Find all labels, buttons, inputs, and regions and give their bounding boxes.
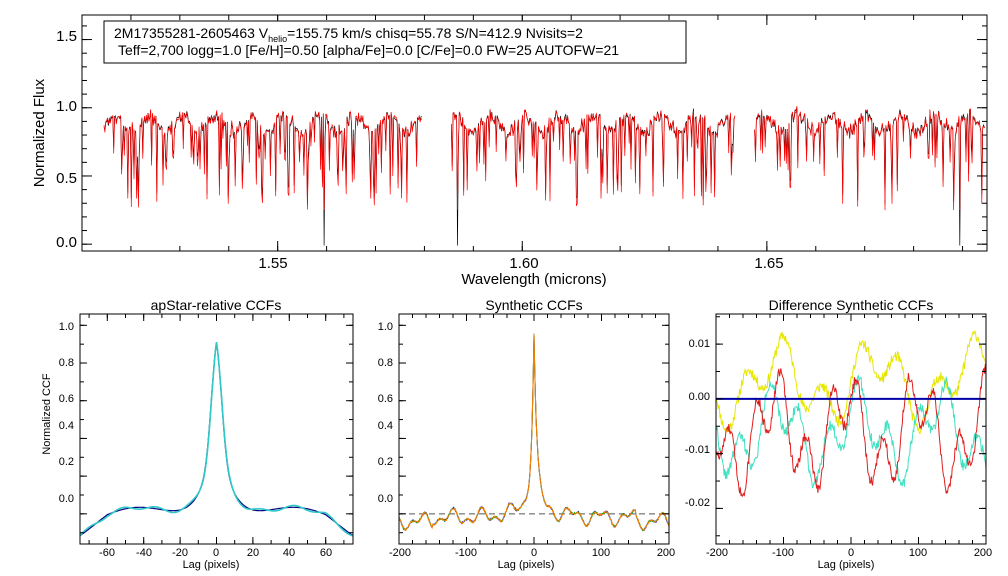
- ccf1-x-tick-label: 60: [320, 547, 332, 559]
- ccf2-synthetic1-line: [398, 333, 670, 532]
- spectrum-y-axis-label: Normalized Flux: [31, 78, 48, 187]
- spectrum-panel: 0.0 0.5 1.0 1.5 1.55 1.60 1.65 Wavelengt…: [31, 14, 988, 288]
- spectrum-y-tick-label: 1.0: [56, 98, 77, 115]
- ccf3-x-tick-label: 0: [848, 547, 854, 559]
- ccf3-x-tick-label: -200: [706, 547, 728, 559]
- ccf2-y-tick-label: 0.4: [378, 420, 393, 432]
- ccf1-ticks: [80, 314, 353, 544]
- ccf1-x-axis-label: Lag (pixels): [183, 559, 240, 571]
- spectrum-x-tick-label: 1.55: [258, 255, 287, 272]
- ccf1-visit2-line: [79, 342, 354, 537]
- ccf3-title: Difference Synthetic CCFs: [769, 297, 934, 313]
- ccf3-x-tick-label: 100: [909, 547, 927, 559]
- spectrum-series-group: [103, 105, 985, 246]
- spectrum-model-line: [103, 109, 423, 211]
- ccf2-x-tick-labels: -200 -100 0 100 200: [389, 547, 675, 559]
- ccf1-y-tick-label: 0.2: [59, 456, 74, 468]
- ccf2-y-tick-label: 1.0: [378, 321, 393, 333]
- title-star-and-vhelio: 2M17355281-2605463 V: [114, 25, 269, 41]
- ccf2-y-tick-label: 0.2: [378, 456, 393, 468]
- title-fit-stats: =155.75 km/s chisq=55.78 S/N=412.9 Nvisi…: [287, 25, 583, 41]
- ccf3-series-group: [715, 330, 987, 498]
- ccf2-y-tick-label: 0.6: [378, 393, 393, 405]
- spectrum-y-tick-label: 0.0: [56, 234, 77, 251]
- spectrum-x-tick-label: 1.60: [509, 255, 538, 272]
- ccf2-title: Synthetic CCFs: [485, 297, 582, 313]
- ccf3-x-tick-label: -100: [772, 547, 794, 559]
- spectrum-y-tick-label: 1.5: [56, 28, 77, 45]
- ccf2-series-group: [398, 333, 670, 532]
- ccf2-x-tick-label: -100: [455, 547, 477, 559]
- ccf1-y-tick-label: 0.0: [59, 493, 74, 505]
- spectrum-plot-frame: [81, 14, 988, 252]
- ccf1-y-tick-label: 0.8: [59, 357, 74, 369]
- spectrum-y-tick-labels: 0.0 0.5 1.0 1.5: [56, 28, 77, 251]
- ccf3-plot-frame: [715, 313, 987, 545]
- ccf1-y-tick-label: 0.6: [59, 393, 74, 405]
- spectrum-title-line1: 2M17355281-2605463 Vhelio=155.75 km/s ch…: [114, 25, 583, 44]
- spectrum-legend: 2M17355281-2605463 Vhelio=155.75 km/s ch…: [103, 20, 687, 64]
- ccf3-yellow-line: [715, 330, 987, 435]
- ccf1-x-tick-label: 0: [213, 547, 219, 559]
- ccf1-y-tick-label: 1.0: [59, 321, 74, 333]
- ccf2-x-tick-label: 0: [531, 547, 537, 559]
- ccf3-x-tick-label: 200: [974, 547, 992, 559]
- ccf1-visit1-line: [79, 342, 354, 537]
- spectrum-title-line2: Teff=2,700 logg=1.0 [Fe/H]=0.50 [alpha/F…: [118, 42, 619, 58]
- ccf3-panel: Difference Synthetic CCFs 0.01 0.00 -0.0…: [685, 297, 992, 571]
- ccf1-title: apStar-relative CCFs: [151, 297, 282, 313]
- ccf1-panel: apStar-relative CCFs 0.0 0.2 0.4 0.6 0.8…: [41, 297, 354, 571]
- title-vhelio-subscript: helio: [268, 34, 287, 44]
- ccf3-y-tick-label: -0.01: [685, 444, 710, 456]
- ccf3-y-tick-labels: 0.01 0.00 -0.01 -0.02: [685, 338, 710, 509]
- ccf1-x-tick-label: -60: [99, 547, 115, 559]
- ccf3-ticks: [715, 314, 987, 544]
- ccf1-x-tick-label: 40: [283, 547, 295, 559]
- ccf3-y-tick-label: -0.02: [685, 497, 710, 509]
- ccf1-y-tick-labels: 0.0 0.2 0.4 0.6 0.8 1.0: [59, 321, 74, 505]
- ccf3-x-tick-labels: -200 -100 0 100 200: [706, 547, 992, 559]
- ccf3-red-line: [715, 364, 987, 498]
- ccf2-y-tick-label: 0.0: [378, 493, 393, 505]
- ccf1-y-axis-label: Normalized CCF: [41, 373, 53, 455]
- ccf3-y-tick-label: 0.01: [689, 338, 710, 350]
- ccf2-synthetic2-line: [398, 333, 670, 532]
- ccf1-x-tick-labels: -60 -40 -20 0 20 40 60: [99, 547, 332, 559]
- ccf2-ticks: [398, 314, 670, 544]
- spectrum-legend-box: [103, 20, 687, 64]
- ccf2-y-tick-labels: 0.0 0.2 0.4 0.6 0.8 1.0: [378, 321, 393, 505]
- ccf3-y-tick-label: 0.00: [689, 391, 710, 403]
- ccf1-y-tick-label: 0.4: [59, 420, 74, 432]
- ccf1-series-group: [79, 342, 354, 537]
- ccf2-x-tick-label: -200: [389, 547, 411, 559]
- spectrum-y-tick-label: 0.5: [56, 170, 77, 187]
- ccf3-x-axis-label: Lag (pixels): [818, 559, 875, 571]
- ccf1-x-tick-label: -20: [172, 547, 188, 559]
- ccf3-cyan-line: [715, 374, 987, 489]
- ccf1-x-tick-label: 20: [247, 547, 259, 559]
- spectrum-x-axis-label: Wavelength (microns): [461, 271, 606, 288]
- ccf2-x-tick-label: 200: [657, 547, 675, 559]
- spectrum-model-line: [450, 108, 736, 211]
- ccf2-y-tick-label: 0.8: [378, 357, 393, 369]
- ccf2-x-tick-label: 100: [592, 547, 610, 559]
- ccf1-x-tick-label: -40: [136, 547, 152, 559]
- ccf2-synthetic3-line: [398, 333, 670, 532]
- spectrum-x-tick-label: 1.65: [754, 255, 783, 272]
- spectrum-ticks: [81, 15, 987, 251]
- spectrum-x-tick-labels: 1.55 1.60 1.65: [258, 255, 783, 272]
- ccf2-panel: Synthetic CCFs 0.0 0.2 0.4 0.6 0.8 1.0 -…: [378, 297, 675, 571]
- ccf2-x-axis-label: Lag (pixels): [498, 559, 555, 571]
- spectrum-model-line: [754, 105, 985, 211]
